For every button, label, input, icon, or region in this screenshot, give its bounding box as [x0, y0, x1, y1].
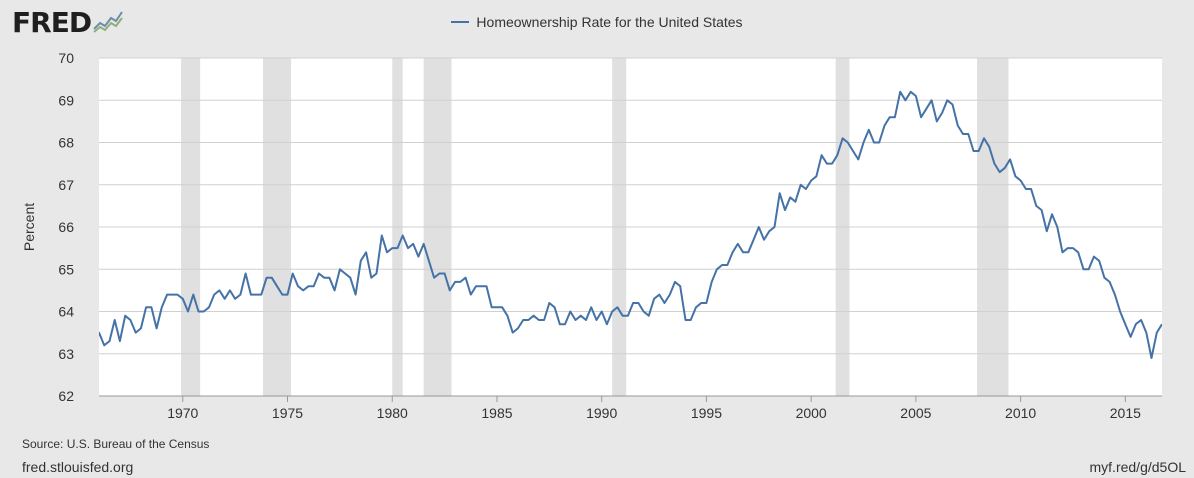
- y-tick-label: 69: [58, 92, 74, 108]
- gridlines: [99, 57, 1162, 397]
- y-axis-ticks: 62 63 64 65 66 67 68 69 70: [58, 50, 74, 404]
- series-line-0: [99, 90, 1162, 359]
- x-tick-label: 2005: [900, 405, 931, 421]
- short-url-link[interactable]: myf.red/g/d5OL: [1089, 459, 1187, 475]
- x-tick-label: 1995: [691, 405, 722, 421]
- y-tick-label: 68: [58, 135, 74, 151]
- y-axis-title: Percent: [21, 203, 37, 251]
- y-tick-label: 66: [58, 219, 74, 235]
- x-tick-label: 1980: [377, 405, 408, 421]
- legend-series-label: Homeownership Rate for the United States: [476, 14, 743, 30]
- fred-logo[interactable]: FRED: [12, 6, 124, 39]
- x-tick-label: 1975: [272, 405, 303, 421]
- y-tick-label: 62: [58, 388, 74, 404]
- y-tick-label: 70: [58, 50, 74, 66]
- site-link[interactable]: fred.stlouisfed.org: [22, 459, 134, 475]
- x-axis-ticks: 1970 1975 1980 1985 1990 1995 2000 2005 2010 2015: [99, 395, 1162, 421]
- x-tick-label: 1970: [167, 405, 198, 421]
- y-tick-label: 64: [58, 304, 74, 320]
- series-layer: [99, 90, 1162, 359]
- fred-logo-text: FRED: [12, 6, 92, 39]
- x-tick-label: 2010: [1005, 405, 1036, 421]
- x-tick-label: 2000: [796, 405, 827, 421]
- y-tick-label: 67: [58, 177, 74, 193]
- source-note: Source: U.S. Bureau of the Census: [22, 437, 210, 451]
- y-tick-label: 63: [58, 346, 74, 362]
- trend-graph-icon: [93, 8, 124, 38]
- chart-legend: Homeownership Rate for the United States: [0, 14, 1194, 30]
- x-tick-label: 1985: [481, 405, 512, 421]
- x-tick-label: 1990: [586, 405, 617, 421]
- x-tick-label: 2015: [1110, 405, 1141, 421]
- legend-swatch: [451, 21, 470, 23]
- y-tick-label: 65: [58, 261, 74, 277]
